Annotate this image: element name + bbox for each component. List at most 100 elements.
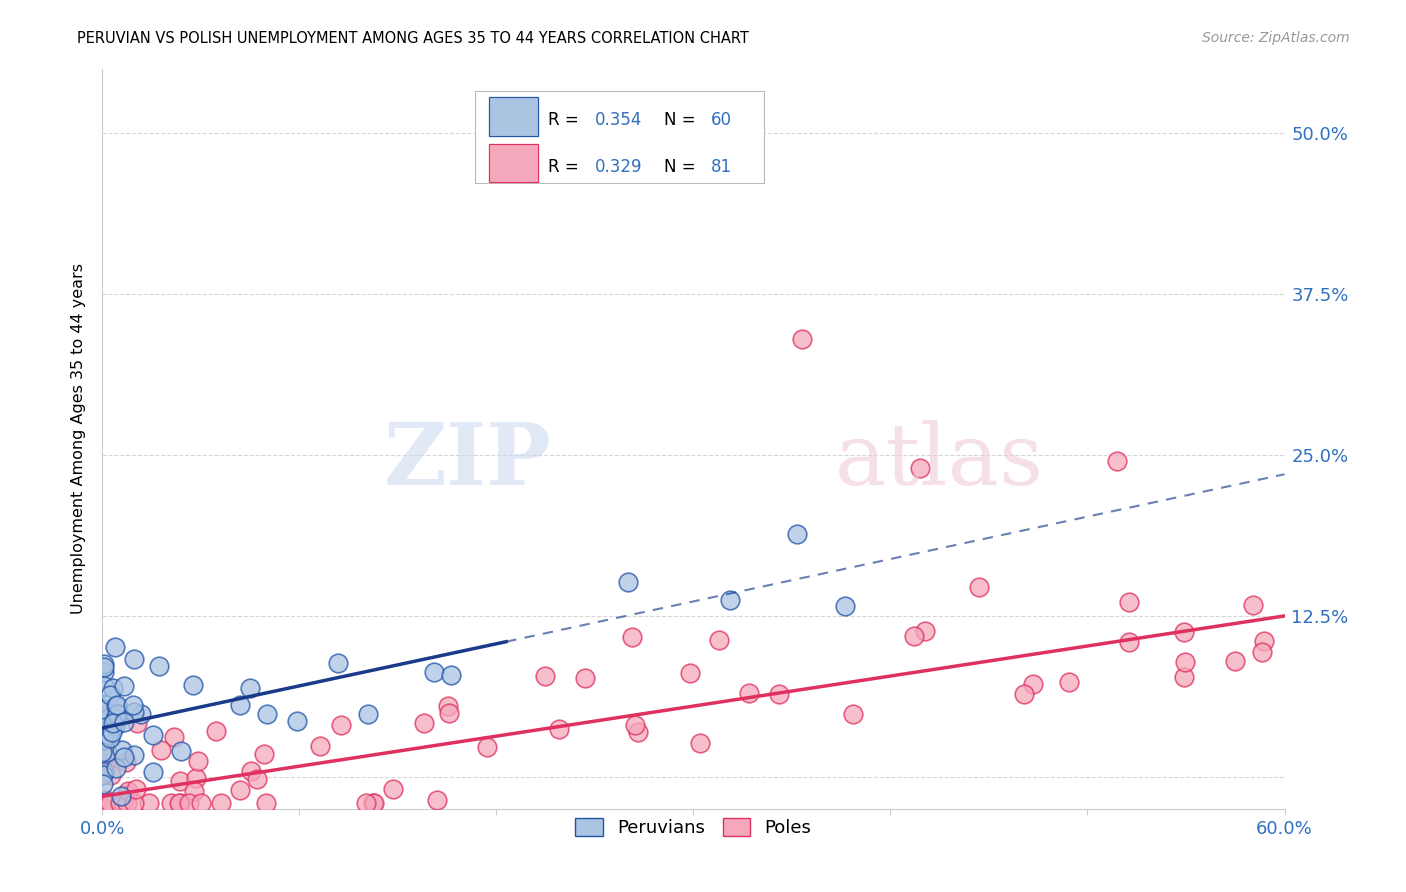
Point xyxy=(104,640,127,654)
Point xyxy=(534,669,557,683)
Point xyxy=(104,698,127,713)
Point xyxy=(105,698,128,713)
Point xyxy=(91,702,114,716)
Point xyxy=(96,745,118,759)
Point xyxy=(475,740,498,755)
Point xyxy=(94,796,117,810)
Text: 60: 60 xyxy=(711,112,733,129)
Point xyxy=(170,743,193,757)
Point xyxy=(142,764,165,779)
Point xyxy=(93,665,115,679)
Point xyxy=(93,764,115,779)
Point xyxy=(914,624,936,639)
Point xyxy=(718,593,741,607)
Point xyxy=(190,796,212,810)
Point xyxy=(117,789,139,803)
Point xyxy=(423,665,446,679)
Point xyxy=(93,777,115,791)
Point xyxy=(187,754,209,768)
Point xyxy=(103,681,125,695)
Text: 0.329: 0.329 xyxy=(595,158,643,176)
Point xyxy=(1250,644,1272,658)
Point xyxy=(96,712,118,726)
Point xyxy=(209,796,232,810)
Point xyxy=(1173,625,1195,640)
Text: R =: R = xyxy=(548,112,583,129)
Point xyxy=(122,796,145,810)
Point xyxy=(105,706,128,721)
Point xyxy=(96,713,118,727)
Text: 0.354: 0.354 xyxy=(595,112,643,129)
Point xyxy=(148,659,170,673)
Point xyxy=(786,527,808,541)
Point xyxy=(382,781,405,796)
Point xyxy=(91,727,114,741)
Point xyxy=(768,687,790,701)
Point xyxy=(98,796,121,810)
Point xyxy=(790,332,813,346)
Point xyxy=(96,698,118,712)
Point xyxy=(115,755,138,769)
Point xyxy=(184,771,207,785)
Point xyxy=(160,796,183,810)
Point xyxy=(1022,677,1045,691)
Point xyxy=(103,712,125,726)
FancyBboxPatch shape xyxy=(475,91,765,184)
Point xyxy=(115,796,138,810)
Text: PERUVIAN VS POLISH UNEMPLOYMENT AMONG AGES 35 TO 44 YEARS CORRELATION CHART: PERUVIAN VS POLISH UNEMPLOYMENT AMONG AG… xyxy=(77,31,749,46)
Point xyxy=(98,688,121,702)
Point xyxy=(253,747,276,761)
Point xyxy=(908,460,931,475)
Point xyxy=(204,723,226,738)
Point xyxy=(101,716,124,731)
Point xyxy=(111,743,134,757)
Point xyxy=(108,796,131,810)
Point xyxy=(1118,635,1140,649)
Point xyxy=(183,784,205,798)
Point xyxy=(616,574,638,589)
Point xyxy=(326,656,349,670)
Bar xyxy=(489,97,538,136)
Point xyxy=(439,706,461,720)
Point xyxy=(239,681,262,695)
Point xyxy=(93,679,115,693)
Point xyxy=(363,796,385,810)
Point xyxy=(149,742,172,756)
Point xyxy=(112,796,135,810)
Point xyxy=(104,712,127,726)
Point xyxy=(309,739,332,753)
Point xyxy=(107,706,129,720)
Point xyxy=(94,793,117,807)
Point xyxy=(91,729,114,743)
Text: ZIP: ZIP xyxy=(384,419,551,503)
Point xyxy=(124,747,146,762)
Point xyxy=(574,671,596,685)
Point xyxy=(169,796,191,810)
Point xyxy=(91,708,114,723)
Point xyxy=(117,784,139,798)
Point xyxy=(1174,655,1197,669)
Point xyxy=(361,796,384,810)
Text: atlas: atlas xyxy=(835,419,1045,502)
Point xyxy=(91,731,114,745)
Point xyxy=(426,793,449,807)
Point xyxy=(254,796,277,810)
Point xyxy=(834,599,856,613)
Point xyxy=(122,652,145,666)
Point xyxy=(229,698,252,713)
Text: 81: 81 xyxy=(711,158,733,176)
Point xyxy=(440,667,463,681)
Point xyxy=(621,630,644,644)
Point xyxy=(1253,634,1275,648)
Bar xyxy=(489,97,538,136)
Point xyxy=(354,796,377,810)
Point xyxy=(246,772,269,786)
Point xyxy=(94,713,117,727)
Point xyxy=(689,736,711,750)
Point xyxy=(177,796,200,810)
Point xyxy=(1241,598,1264,612)
Bar xyxy=(489,144,538,182)
Point xyxy=(413,716,436,731)
Point xyxy=(967,580,990,594)
Point xyxy=(91,745,114,759)
